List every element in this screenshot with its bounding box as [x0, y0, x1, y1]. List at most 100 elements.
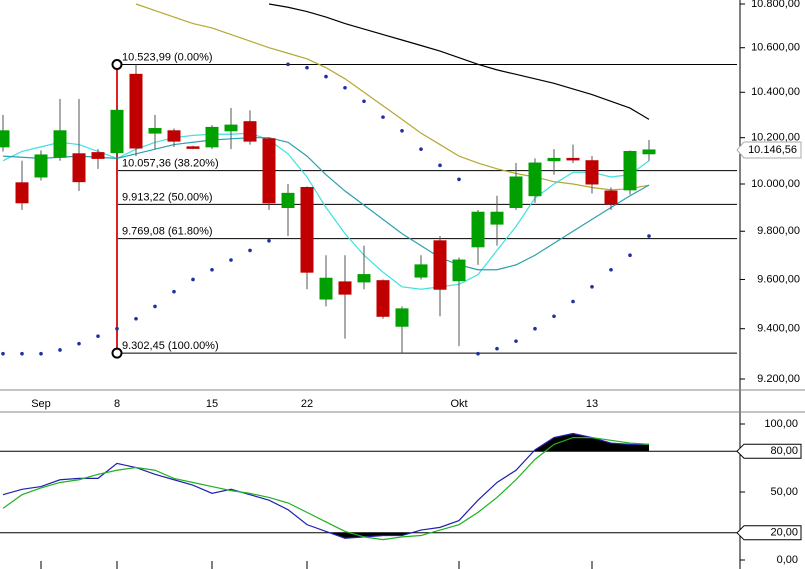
- sar-dot: [191, 277, 195, 282]
- last-price-label: 10.146,56: [748, 144, 797, 156]
- y-tick-label: 0,00: [777, 554, 798, 566]
- sar-dot: [609, 267, 613, 272]
- sar-dot: [400, 129, 404, 133]
- fib-label: 9.302,45 (100.00%): [122, 340, 219, 352]
- candle-body: [471, 211, 485, 248]
- candle-body: [395, 308, 409, 327]
- sar-dot: [134, 316, 138, 321]
- candle-body: [509, 176, 523, 208]
- sar-dot: [647, 234, 651, 238]
- candle-body: [262, 138, 276, 204]
- sar-dot: [438, 163, 442, 168]
- sar-dot: [229, 258, 233, 262]
- candle-body: [433, 240, 447, 290]
- sar-dot: [58, 348, 62, 352]
- candle-body: [205, 126, 219, 148]
- candle-body: [72, 153, 86, 183]
- sar-dot: [533, 326, 537, 331]
- sar-dot: [210, 267, 214, 272]
- sar-dot: [419, 147, 423, 151]
- candle-body: [167, 130, 181, 142]
- y-tick-label: 10.600,00: [751, 42, 800, 54]
- sar-dot: [514, 339, 518, 343]
- sar-dot: [343, 85, 347, 90]
- moving-average: [2, 137, 650, 271]
- x-tick-label: 8: [114, 398, 120, 410]
- x-tick-label: 15: [206, 398, 218, 410]
- candle-body: [34, 154, 48, 178]
- sar-dot: [495, 346, 499, 351]
- sar-dot: [248, 248, 252, 253]
- sar-dot: [305, 65, 309, 70]
- candle-body: [376, 280, 390, 317]
- candle-body: [0, 130, 10, 148]
- candle-body: [53, 130, 67, 158]
- y-tick-label: 9.600,00: [757, 273, 800, 285]
- x-tick-label: Okt: [450, 398, 467, 410]
- y-tick-label: 10.200,00: [751, 132, 800, 144]
- y-tick-label: 9.400,00: [757, 323, 800, 335]
- fib-label: 9.913,22 (50.00%): [122, 191, 213, 203]
- candle-body: [357, 274, 371, 283]
- sar-dot: [362, 99, 366, 104]
- y-tick-label: 80,00: [770, 445, 798, 457]
- candle-body: [414, 264, 428, 278]
- candle-body: [452, 259, 466, 282]
- candle-body: [585, 160, 599, 185]
- moving-average: [135, 3, 650, 191]
- candle-body: [300, 187, 314, 273]
- candle-body: [186, 146, 200, 149]
- y-tick-label: 10.800,00: [751, 0, 800, 10]
- sar-dot: [115, 326, 119, 331]
- y-tick-label: 9.200,00: [757, 373, 800, 385]
- candle-body: [224, 124, 238, 132]
- price-panel: 10.523,99 (0.00%) 10.057,36 (38.20%) 9.913…: [0, 3, 737, 359]
- sar-dot: [77, 341, 81, 346]
- candle-body: [566, 157, 580, 161]
- sar-dot: [96, 334, 100, 338]
- sar-dot: [39, 351, 43, 356]
- candle-body: [110, 109, 124, 154]
- sar-dot: [571, 299, 575, 304]
- y-tick-label: 9.800,00: [757, 225, 800, 237]
- candle-body: [243, 121, 257, 142]
- candle-body: [547, 157, 561, 162]
- last-price-box: [736, 141, 802, 159]
- oscillator-line: [2, 432, 649, 539]
- tick-box: [736, 525, 802, 541]
- sar-dot: [267, 239, 271, 243]
- candle-body: [623, 150, 637, 191]
- candle-body: [604, 190, 618, 205]
- sar-dot: [628, 253, 632, 258]
- y-tick-label: 20,00: [770, 527, 798, 539]
- candle-body: [319, 277, 333, 300]
- oscillator-line: [2, 437, 650, 541]
- x-tick-label: 13: [586, 398, 598, 410]
- candle-body: [15, 182, 29, 204]
- candle-body: [528, 162, 542, 197]
- sar-dot: [20, 351, 24, 356]
- candle-body: [338, 281, 352, 295]
- x-tick-label: Sep: [31, 398, 51, 410]
- fib-handle: [111, 59, 123, 71]
- sar-dot: [153, 304, 157, 309]
- sar-dot: [172, 289, 176, 294]
- candle-body: [129, 73, 143, 149]
- y-tick-label: 10.000,00: [751, 178, 800, 190]
- candle-body: [281, 192, 295, 208]
- y-tick-label: 100,00: [764, 418, 798, 430]
- sar-dot: [476, 351, 480, 356]
- fib-handle: [111, 347, 123, 359]
- candle-body: [91, 152, 105, 159]
- sar-dot: [286, 62, 290, 67]
- sar-dot: [381, 115, 385, 119]
- sar-dot: [324, 74, 328, 79]
- candle-body: [148, 128, 162, 134]
- sar-dot: [1, 351, 5, 356]
- fib-label: 10.523,99 (0.00%): [122, 51, 213, 63]
- moving-average: [268, 3, 650, 120]
- overbought-fill: [3, 433, 649, 452]
- fib-label: 10.057,36 (38.20%): [122, 158, 219, 170]
